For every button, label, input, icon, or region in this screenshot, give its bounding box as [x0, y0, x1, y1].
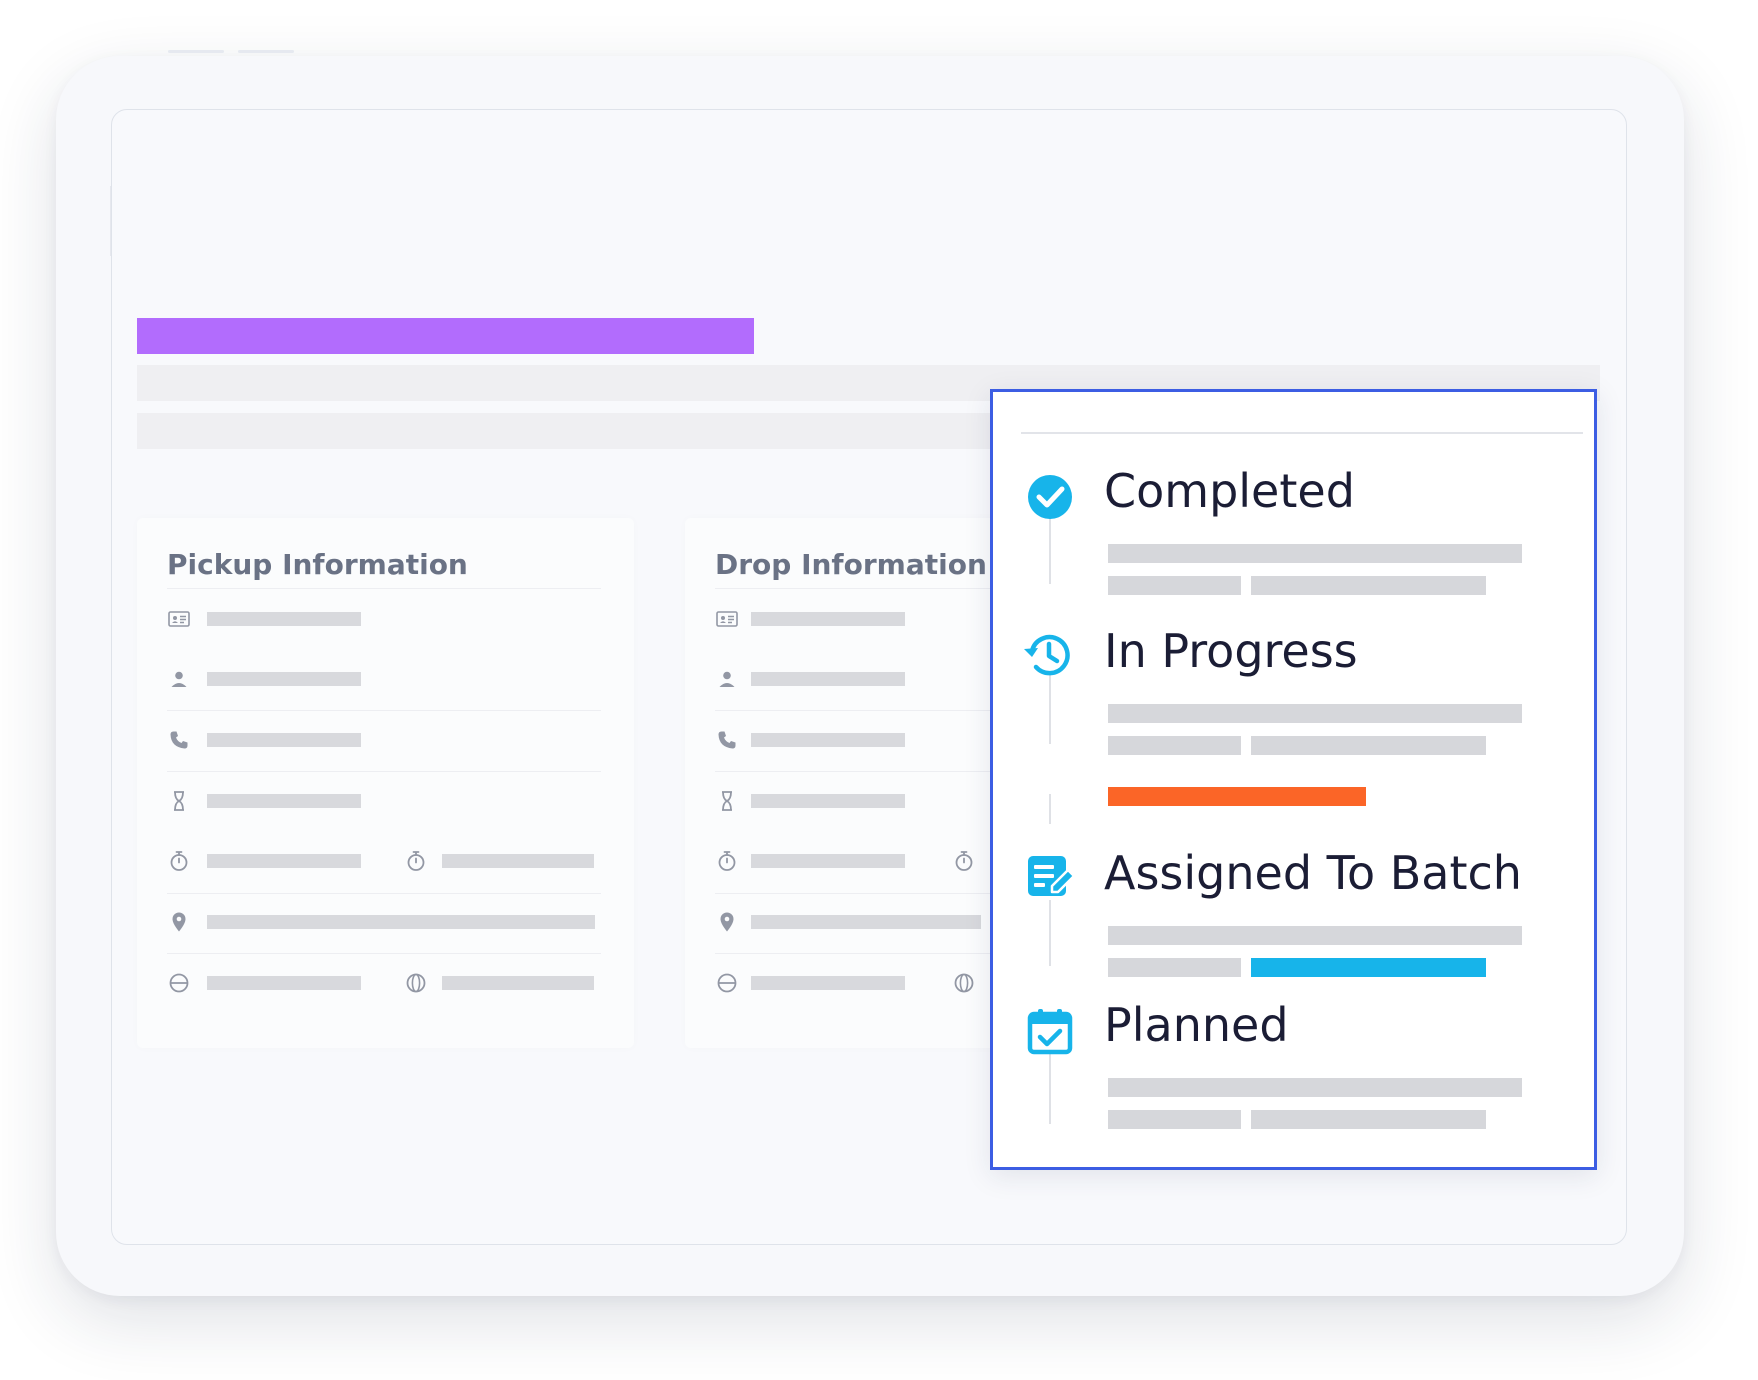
stopwatch-icon	[714, 848, 740, 874]
skeleton-value	[442, 976, 594, 990]
tablet-top-button	[238, 50, 294, 53]
skeleton-value	[751, 976, 905, 990]
skeleton-value	[207, 612, 361, 626]
skeleton-line	[1251, 1110, 1486, 1129]
timeline-connector	[1049, 516, 1051, 584]
skeleton-value	[751, 733, 905, 747]
card-title: Drop Information	[715, 548, 987, 581]
status-label-completed: Completed	[1104, 464, 1355, 518]
row-divider	[715, 953, 1015, 954]
skeleton-line	[1108, 958, 1241, 977]
row-divider	[167, 588, 601, 589]
skeleton-line	[1108, 704, 1522, 723]
timeline-connector	[1049, 900, 1051, 966]
skeleton-value	[442, 854, 594, 868]
skeleton-value	[751, 794, 905, 808]
tablet-top-button	[168, 50, 224, 53]
progress-highlight-bar	[1108, 787, 1366, 806]
skeleton-line	[1108, 926, 1522, 945]
skeleton-value	[207, 854, 361, 868]
status-label-assigned-to-batch: Assigned To Batch	[1104, 846, 1522, 900]
stopwatch-icon	[403, 848, 429, 874]
globe-icon	[951, 970, 977, 996]
row-divider	[167, 771, 601, 772]
world-icon	[714, 970, 740, 996]
list-edit-icon	[1025, 852, 1075, 902]
skeleton-line	[1108, 736, 1241, 755]
skeleton-line	[1108, 1110, 1241, 1129]
skeleton-value	[751, 612, 905, 626]
skeleton-value	[207, 976, 361, 990]
check-circle-icon	[1025, 472, 1075, 522]
pickup-information-card: Pickup Information	[137, 518, 634, 1048]
phone-icon	[714, 727, 740, 753]
timeline-connector	[1049, 1054, 1051, 1124]
row-divider	[715, 771, 1015, 772]
row-divider	[715, 588, 1015, 589]
header-title-placeholder	[137, 318, 754, 354]
status-timeline-panel: Completed In Progress Assigned To Batch …	[990, 389, 1597, 1170]
skeleton-line	[1251, 736, 1486, 755]
hourglass-icon	[166, 788, 192, 814]
skeleton-line	[1108, 576, 1241, 595]
timeline-connector	[1049, 674, 1051, 744]
skeleton-value	[207, 672, 361, 686]
row-divider	[167, 710, 601, 711]
batch-highlight-bar	[1251, 958, 1486, 977]
skeleton-line	[1251, 576, 1486, 595]
skeleton-value	[207, 733, 361, 747]
stopwatch-icon	[166, 848, 192, 874]
card-title: Pickup Information	[167, 548, 468, 581]
skeleton-line	[1108, 1078, 1522, 1097]
row-divider	[715, 710, 1015, 711]
stopwatch-icon	[951, 848, 977, 874]
status-label-planned: Planned	[1104, 998, 1289, 1052]
skeleton-line	[1108, 544, 1522, 563]
panel-divider	[1021, 432, 1583, 434]
location-pin-icon	[714, 909, 740, 935]
row-divider	[715, 893, 1015, 894]
calendar-check-icon	[1025, 1006, 1075, 1056]
globe-icon	[403, 970, 429, 996]
row-divider	[167, 953, 601, 954]
skeleton-value	[207, 915, 595, 929]
phone-icon	[166, 727, 192, 753]
id-card-icon	[166, 606, 192, 632]
skeleton-value	[207, 794, 361, 808]
location-pin-icon	[166, 909, 192, 935]
history-clock-icon	[1021, 630, 1071, 680]
id-card-icon	[714, 606, 740, 632]
skeleton-value	[751, 672, 905, 686]
status-label-in-progress: In Progress	[1104, 624, 1358, 678]
skeleton-value	[751, 854, 905, 868]
hourglass-icon	[714, 788, 740, 814]
timeline-connector	[1049, 794, 1051, 824]
skeleton-value	[751, 915, 981, 929]
row-divider	[167, 893, 601, 894]
person-icon	[714, 666, 740, 692]
person-icon	[166, 666, 192, 692]
world-icon	[166, 970, 192, 996]
